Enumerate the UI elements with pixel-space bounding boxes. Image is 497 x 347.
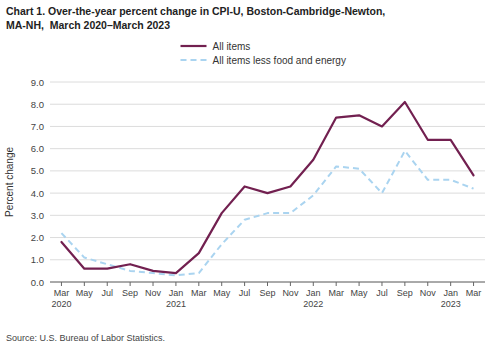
grid-line bbox=[50, 215, 485, 216]
annotation: Source: U.S. Bureau of Labor Statistics. bbox=[6, 333, 165, 343]
x-tick-label-line: 2020 bbox=[51, 299, 71, 309]
legend: All items All items less food and energy bbox=[181, 41, 346, 66]
x-tick-label: Jul bbox=[239, 288, 251, 298]
legend-swatch bbox=[181, 45, 207, 47]
x-tick-label: Mar bbox=[191, 288, 207, 298]
chart: Chart 1. Over-the-year percent change in… bbox=[0, 0, 497, 347]
x-tick bbox=[130, 282, 131, 286]
legend-label: All items less food and energy bbox=[213, 55, 346, 66]
series-line bbox=[61, 151, 473, 275]
y-tick-label: 0.0 bbox=[31, 277, 44, 288]
y-tick-label: 4.0 bbox=[31, 188, 44, 199]
x-tick-label-line: Mar bbox=[466, 288, 482, 298]
x-tick-label-line: Jul bbox=[376, 288, 388, 298]
x-tick bbox=[84, 282, 85, 286]
x-tick bbox=[267, 282, 268, 286]
y-tick-label: 8.0 bbox=[31, 99, 44, 110]
x-tick bbox=[107, 282, 108, 286]
legend-swatch bbox=[181, 59, 207, 61]
grid-line bbox=[50, 148, 485, 149]
x-tick-label: Sep bbox=[397, 288, 413, 298]
grid bbox=[50, 82, 485, 282]
x-tick-label: Jan2021 bbox=[166, 288, 186, 309]
x-tick-label: Sep bbox=[122, 288, 138, 298]
x-tick-label: Nov bbox=[282, 288, 299, 298]
x-tick-label-line: Sep bbox=[397, 288, 413, 298]
x-tick-label: Nov bbox=[420, 288, 437, 298]
grid-line bbox=[50, 104, 485, 105]
y-tick-label: 2.0 bbox=[31, 232, 44, 243]
x-tick-label: Mar bbox=[466, 288, 482, 298]
x-tick-label: Sep bbox=[259, 288, 275, 298]
y-tick-label: 1.0 bbox=[31, 254, 44, 265]
y-tick-label: 9.0 bbox=[31, 77, 44, 88]
x-tick bbox=[473, 282, 474, 286]
x-tick-label-line: Nov bbox=[420, 288, 437, 298]
x-tick-label: May bbox=[213, 288, 231, 298]
x-tick bbox=[336, 282, 337, 286]
x-tick-label-line: Mar bbox=[191, 288, 207, 298]
x-tick bbox=[175, 282, 176, 286]
y-tick-label: 3.0 bbox=[31, 210, 44, 221]
x-tick bbox=[381, 282, 382, 286]
x-tick-label-line: Nov bbox=[282, 288, 299, 298]
x-tick bbox=[153, 282, 154, 286]
x-tick bbox=[313, 282, 314, 286]
y-tick-label: 7.0 bbox=[31, 121, 44, 132]
x-tick-label-line: May bbox=[213, 288, 231, 298]
legend-label: All items bbox=[213, 41, 251, 52]
x-tick-label: May bbox=[76, 288, 94, 298]
title: Chart 1. Over-the-year percent change in… bbox=[6, 5, 385, 31]
x-tick-label-line: 2022 bbox=[303, 299, 323, 309]
x-tick bbox=[404, 282, 405, 286]
y-axis-label: Percent change bbox=[4, 147, 15, 217]
x-tick-label-line: 2023 bbox=[441, 299, 461, 309]
x-tick-label: Jul bbox=[376, 288, 388, 298]
x-tick bbox=[359, 282, 360, 286]
plot-area bbox=[61, 102, 473, 275]
x-tick-label: Jan2022 bbox=[303, 288, 323, 309]
x-tick-label-line: Jan bbox=[443, 288, 458, 298]
x-tick bbox=[290, 282, 291, 286]
grid-line bbox=[50, 259, 485, 260]
x-tick-label-line: 2021 bbox=[166, 299, 186, 309]
x-tick-label-line: Jul bbox=[101, 288, 113, 298]
x-tick bbox=[244, 282, 245, 286]
x-tick-label-line: Jan bbox=[306, 288, 321, 298]
x-tick-label-line: May bbox=[76, 288, 94, 298]
x-tick-label-line: May bbox=[351, 288, 369, 298]
x-tick bbox=[198, 282, 199, 286]
grid-line bbox=[50, 82, 485, 83]
x-tick-label: Jul bbox=[101, 288, 113, 298]
title-line: MA-NH, March 2020–March 2023 bbox=[6, 19, 170, 31]
x-tick-label-line: Jan bbox=[169, 288, 184, 298]
y-tick-label: 6.0 bbox=[31, 143, 44, 154]
series-line bbox=[61, 102, 473, 273]
y-tick-label: 5.0 bbox=[31, 165, 44, 176]
x-tick bbox=[221, 282, 222, 286]
x-tick-label-line: Mar bbox=[328, 288, 344, 298]
x-tick bbox=[61, 282, 62, 286]
x-tick-label-line: Sep bbox=[122, 288, 138, 298]
title-line: Chart 1. Over-the-year percent change in… bbox=[6, 5, 385, 17]
x-tick-label: Mar2020 bbox=[51, 288, 71, 309]
x-tick-label: Nov bbox=[145, 288, 162, 298]
x-tick bbox=[450, 282, 451, 286]
x-tick-label-line: Nov bbox=[145, 288, 162, 298]
x-tick bbox=[427, 282, 428, 286]
x-tick-label-line: Jul bbox=[239, 288, 251, 298]
x-tick-label: May bbox=[351, 288, 369, 298]
x-tick-label-line: Sep bbox=[259, 288, 275, 298]
x-tick-label: Jan2023 bbox=[441, 288, 461, 309]
x-tick-label: Mar bbox=[328, 288, 344, 298]
grid-line bbox=[50, 237, 485, 238]
x-tick-label-line: Mar bbox=[54, 288, 70, 298]
